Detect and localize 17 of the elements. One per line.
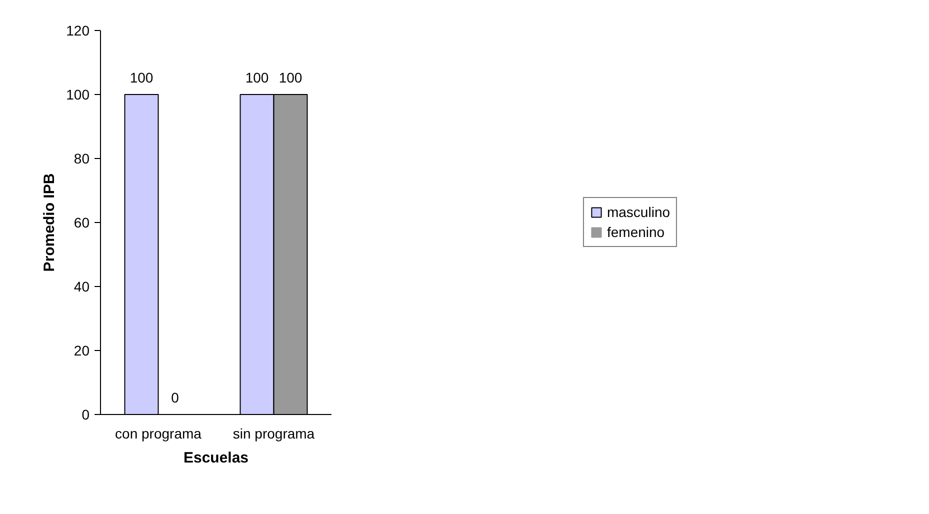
x-tick-label: con programa bbox=[115, 426, 202, 442]
y-axis-title: Promedio IPB bbox=[41, 173, 58, 272]
y-tick-label: 60 bbox=[74, 214, 90, 230]
legend-label: masculino bbox=[606, 204, 670, 220]
x-tick-label: sin programa bbox=[232, 426, 315, 442]
y-tick-label: 100 bbox=[66, 86, 90, 102]
data-label: 100 bbox=[245, 70, 269, 86]
data-label: 0 bbox=[171, 390, 180, 406]
y-tick-label: 120 bbox=[66, 22, 90, 38]
data-label: 100 bbox=[278, 70, 302, 86]
x-axis-title: Escuelas bbox=[183, 450, 249, 466]
y-tick-label: 20 bbox=[74, 342, 90, 358]
legend-label: femenino bbox=[606, 224, 665, 240]
y-tick-label: 0 bbox=[82, 406, 90, 422]
y-tick-label: 80 bbox=[74, 150, 90, 166]
y-tick-label: 40 bbox=[74, 278, 90, 294]
data-label: 100 bbox=[130, 70, 154, 86]
